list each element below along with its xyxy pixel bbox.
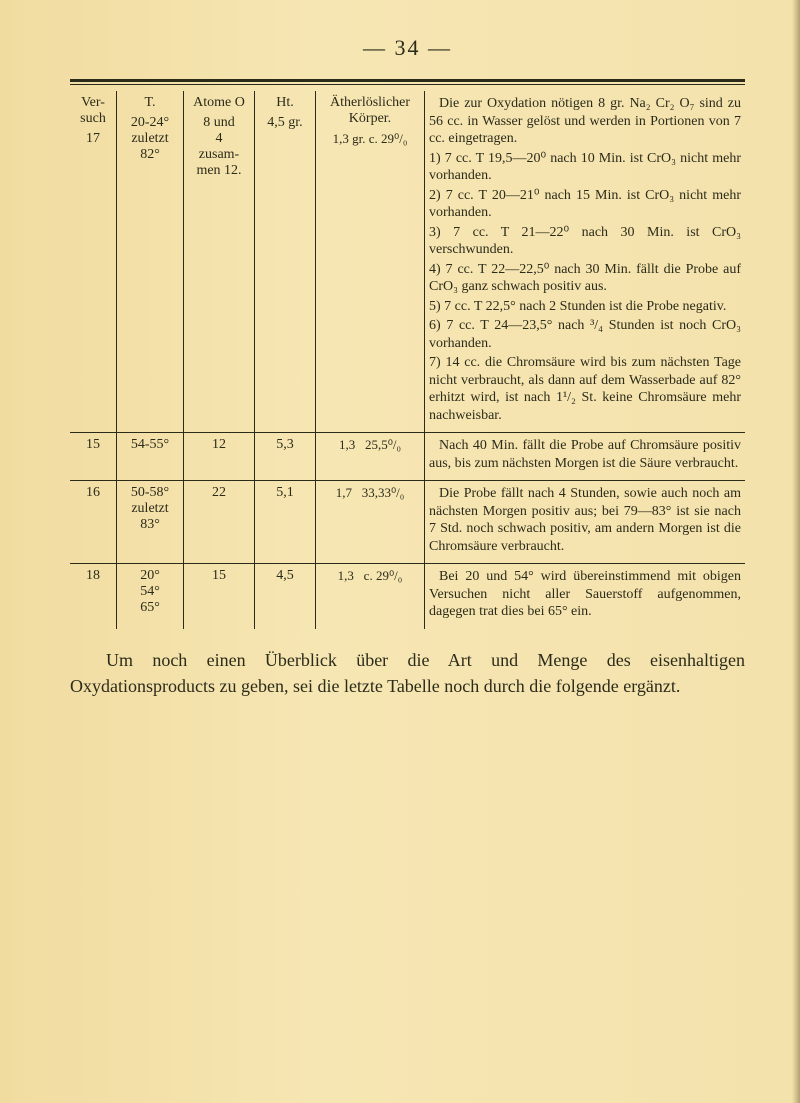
cell-ht: 4,5	[255, 564, 316, 629]
header-ht: Ht.	[259, 95, 311, 111]
table-row-15: 15 54-55° 12 5,3 1,3 25,5⁰/₀ Nach 40 Min…	[70, 433, 745, 481]
cell-t: T. 20-24° zuletzt 82°	[117, 91, 184, 433]
cell-ht: 5,3	[255, 433, 316, 481]
header-atome: Atome O	[188, 95, 250, 111]
cell-t: 54-55°	[117, 433, 184, 481]
note-text: Nach 40 Min. fällt die Probe auf Chromsä…	[429, 437, 741, 472]
page-shadow	[792, 0, 800, 1103]
cell-ht: 5,1	[255, 481, 316, 564]
top-rule-heavy	[70, 79, 745, 82]
cell-ver: 15	[70, 433, 117, 481]
cell-notes: Die Probe fällt nach 4 Stunden, sowie au…	[425, 481, 746, 564]
footer-paragraph: Um noch einen Überblick über die Art und…	[70, 647, 745, 699]
cell-ather: 1,3 c. 29⁰/₀	[316, 564, 425, 629]
value-ht: 4,5 gr.	[259, 115, 311, 131]
note-item-3: 3) 7 cc. T 21—22⁰ nach 30 Min. ist CrO₃ …	[429, 224, 741, 259]
note-item-1: 1) 7 cc. T 19,5—20⁰ nach 10 Min. ist CrO…	[429, 150, 741, 185]
value-t: 20-24° zuletzt 82°	[121, 115, 179, 163]
note-item-4: 4) 7 cc. T 22—22,5⁰ nach 30 Min. fällt d…	[429, 261, 741, 296]
data-table: Ver- such 17 T. 20-24° zuletzt 82° Atome…	[70, 91, 745, 629]
cell-ather: 1,3 25,5⁰/₀	[316, 433, 425, 481]
page: — 34 — Ver- such 17 T. 20-24° zuletzt 82…	[0, 0, 800, 1103]
note-item-2: 2) 7 cc. T 20—21⁰ nach 15 Min. ist CrO₃ …	[429, 187, 741, 222]
cell-atome: 22	[184, 481, 255, 564]
cell-atome: Atome O 8 und 4 zusam- men 12.	[184, 91, 255, 433]
table-row-18: 18 20° 54° 65° 15 4,5 1,3 c. 29⁰/₀ Bei 2…	[70, 564, 745, 629]
value-ather: 1,3 gr. c. 29⁰/₀	[320, 131, 420, 147]
cell-notes: Bei 20 und 54° wird übereinstimmend mit …	[425, 564, 746, 629]
note-text: Die Probe fällt nach 4 Stunden, sowie au…	[429, 485, 741, 555]
top-rule-light	[70, 84, 745, 85]
cell-t: 20° 54° 65°	[117, 564, 184, 629]
cell-notes: Nach 40 Min. fällt die Probe auf Chromsä…	[425, 433, 746, 481]
cell-ver: Ver- such 17	[70, 91, 117, 433]
header-ver: Ver- such	[74, 95, 112, 127]
cell-t: 50-58° zuletzt 83°	[117, 481, 184, 564]
cell-ht: Ht. 4,5 gr.	[255, 91, 316, 433]
note-item-7: 7) 14 cc. die Chromsäure wird bis zum nä…	[429, 354, 741, 424]
cell-ver: 18	[70, 564, 117, 629]
header-t: T.	[121, 95, 179, 111]
value-ver: 17	[74, 131, 112, 147]
cell-ather: 1,7 33,33⁰/₀	[316, 481, 425, 564]
cell-atome: 15	[184, 564, 255, 629]
cell-ver: 16	[70, 481, 117, 564]
cell-atome: 12	[184, 433, 255, 481]
table-row-16: 16 50-58° zuletzt 83° 22 5,1 1,7 33,33⁰/…	[70, 481, 745, 564]
note-item-5: 5) 7 cc. T 22,5° nach 2 Stunden ist die …	[429, 298, 741, 316]
note-intro: Die zur Oxydation nötigen 8 gr. Na₂ Cr₂ …	[429, 95, 741, 148]
page-number: — 34 —	[70, 35, 745, 61]
table-row-17: Ver- such 17 T. 20-24° zuletzt 82° Atome…	[70, 91, 745, 433]
cell-ather: Ätherlöslicher Körper. 1,3 gr. c. 29⁰/₀	[316, 91, 425, 433]
value-atome: 8 und 4 zusam- men 12.	[188, 115, 250, 179]
note-item-6: 6) 7 cc. T 24—23,5° nach ³/₄ Stunden ist…	[429, 317, 741, 352]
note-text: Bei 20 und 54° wird übereinstimmend mit …	[429, 568, 741, 621]
header-ather: Ätherlöslicher Körper.	[320, 95, 420, 127]
cell-notes: Die zur Oxydation nötigen 8 gr. Na₂ Cr₂ …	[425, 91, 746, 433]
